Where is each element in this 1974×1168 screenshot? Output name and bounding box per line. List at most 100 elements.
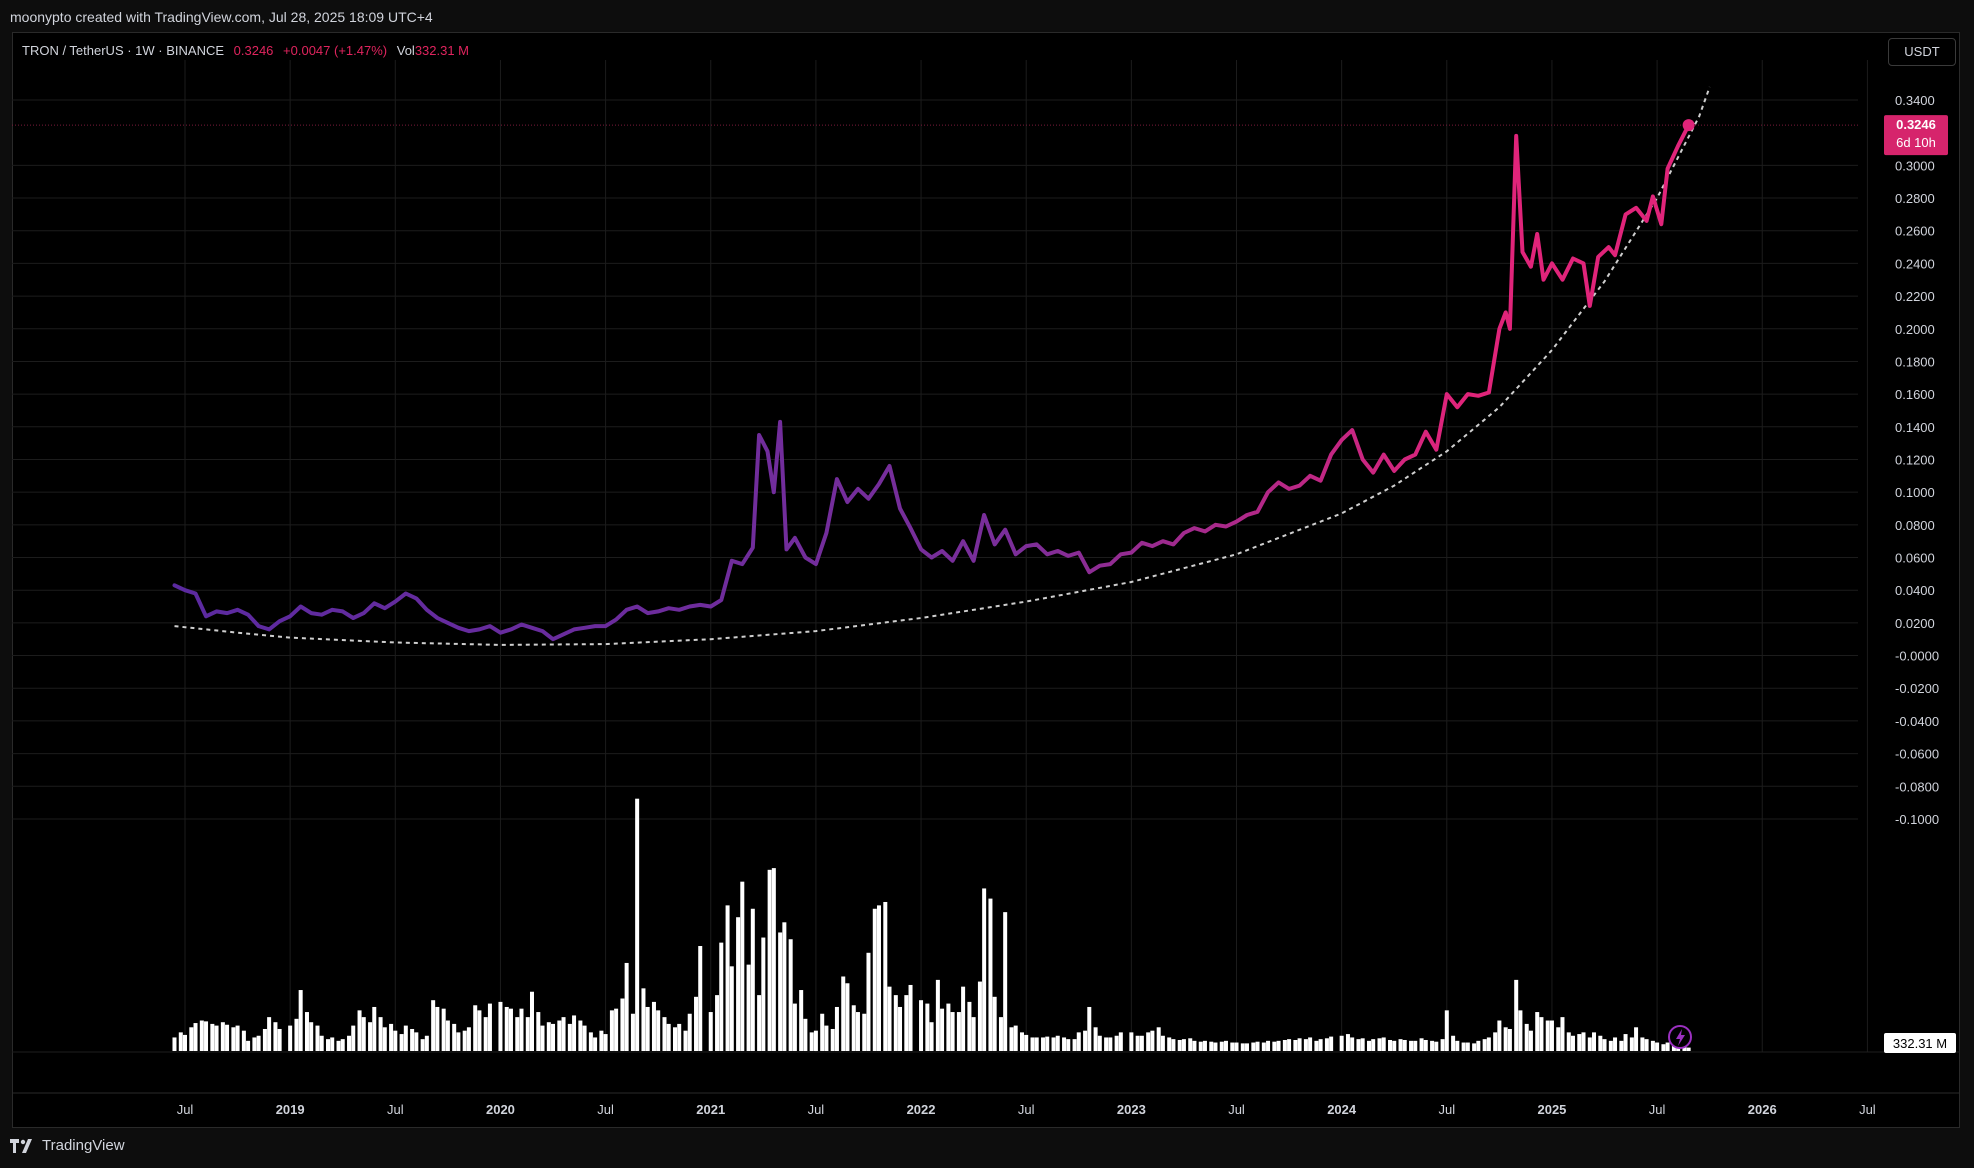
currency-button[interactable]: USDT [1888, 38, 1956, 66]
volume-bar [1114, 1035, 1119, 1051]
volume-bar [736, 917, 741, 1051]
price-tick-label: 0.0800 [1895, 518, 1935, 533]
volume-bar [1430, 1040, 1435, 1051]
volume-bar [1266, 1040, 1271, 1051]
volume-bar [862, 1013, 867, 1051]
volume-bar [288, 1025, 293, 1051]
volume-bar [1644, 1039, 1649, 1051]
volume-bar [771, 868, 776, 1051]
volume-bar [1177, 1039, 1182, 1051]
volume-bar [1314, 1040, 1319, 1051]
volume-bar [998, 1017, 1003, 1051]
volume-bar [294, 1018, 299, 1051]
volume-bar [357, 1010, 362, 1051]
volume-bar [855, 1012, 860, 1051]
volume-bar [1623, 1034, 1628, 1051]
volume-bar [546, 1022, 551, 1051]
volume-bar [393, 1030, 398, 1051]
volume-bar [487, 1003, 492, 1051]
volume-bar [883, 901, 888, 1051]
volume-bar [1661, 1044, 1666, 1051]
volume-bar [725, 905, 730, 1051]
volume-bar [1634, 1027, 1639, 1051]
volume-bar [183, 1034, 187, 1051]
volume-bar [1503, 1027, 1508, 1051]
lightning-icon[interactable] [1668, 1025, 1692, 1049]
volume-bar [1514, 979, 1519, 1051]
volume-bar [477, 1010, 482, 1051]
time-tick-label: Jul [1649, 1102, 1666, 1117]
volume-bar [319, 1035, 324, 1051]
volume-bar [687, 1013, 692, 1051]
time-tick-label: Jul [597, 1102, 614, 1117]
price-tick-label: 0.1600 [1895, 387, 1935, 402]
volume-bar [593, 1037, 598, 1051]
volume-bar [368, 1022, 373, 1051]
volume-bar [378, 1017, 383, 1051]
volume-bar [1261, 1042, 1266, 1051]
volume-bar [729, 966, 734, 1051]
volume-bar [529, 991, 534, 1051]
volume-bar [1535, 1012, 1540, 1051]
volume-bar [1062, 1037, 1067, 1051]
volume-bar [1455, 1040, 1460, 1051]
volume-bar [1318, 1039, 1323, 1051]
volume-bar [1682, 1046, 1687, 1051]
volume-bar [1444, 1010, 1449, 1051]
volume-bar [540, 1025, 545, 1051]
volume-bars [172, 798, 1691, 1051]
volume-bar [1009, 1027, 1014, 1051]
volume-bar [1507, 1028, 1512, 1051]
volume-bar [1308, 1037, 1313, 1051]
volume-bar [961, 986, 966, 1051]
volume-bar [824, 1025, 829, 1051]
volume-bar [1030, 1037, 1035, 1051]
volume-bar [1024, 1034, 1029, 1051]
time-tick-label: Jul [1438, 1102, 1455, 1117]
volume-bar [603, 1034, 608, 1051]
volume-bar [1230, 1042, 1235, 1051]
volume-bar [1234, 1042, 1239, 1051]
volume-bar [1482, 1039, 1487, 1051]
volume-bar [1287, 1039, 1292, 1051]
volume-bar [841, 976, 846, 1051]
volume-bar [1097, 1035, 1102, 1051]
volume-bar [1251, 1042, 1256, 1051]
volume-bar [929, 1022, 934, 1051]
price-tick-label: -0.0000 [1895, 649, 1939, 664]
symbol-legend[interactable]: TRON / TetherUS · 1W · BINANCE 0.3246 +0… [22, 43, 475, 58]
volume-bar [1409, 1040, 1414, 1051]
volume-bar [1381, 1037, 1386, 1051]
volume-bar [483, 1017, 488, 1051]
volume-bar [1156, 1027, 1161, 1051]
price-tick-label: 0.2800 [1895, 191, 1935, 206]
volume-bar [1465, 1042, 1470, 1051]
price-tick-label: 0.0400 [1895, 583, 1935, 598]
volume-bar [424, 1035, 429, 1051]
volume-bar [1451, 1035, 1456, 1051]
time-tick-label: 2021 [696, 1102, 725, 1117]
volume-bar [382, 1027, 387, 1051]
price-tick-label: 0.1000 [1895, 485, 1935, 500]
symbol-name[interactable]: TRON / TetherUS · 1W · BINANCE [22, 43, 225, 58]
tradingview-brand[interactable]: TradingView [10, 1137, 125, 1154]
volume-bar [588, 1032, 593, 1051]
volume-bar [635, 798, 640, 1051]
volume-bar [1671, 1044, 1676, 1051]
volume-bar [1066, 1039, 1071, 1051]
volume-bar [946, 1003, 951, 1051]
volume-bar [582, 1025, 587, 1051]
volume-bar [1497, 1020, 1502, 1051]
volume-bar [1240, 1043, 1245, 1051]
volume-bar [441, 1008, 446, 1051]
volume-bar [1566, 1032, 1571, 1051]
volume-bar [1371, 1039, 1376, 1051]
time-tick-label: Jul [1859, 1102, 1876, 1117]
volume-bar [515, 1017, 520, 1051]
volume-bar [792, 1003, 797, 1051]
volume-bar [351, 1025, 356, 1051]
volume-bar [1209, 1041, 1214, 1051]
volume-bar [1581, 1032, 1586, 1051]
